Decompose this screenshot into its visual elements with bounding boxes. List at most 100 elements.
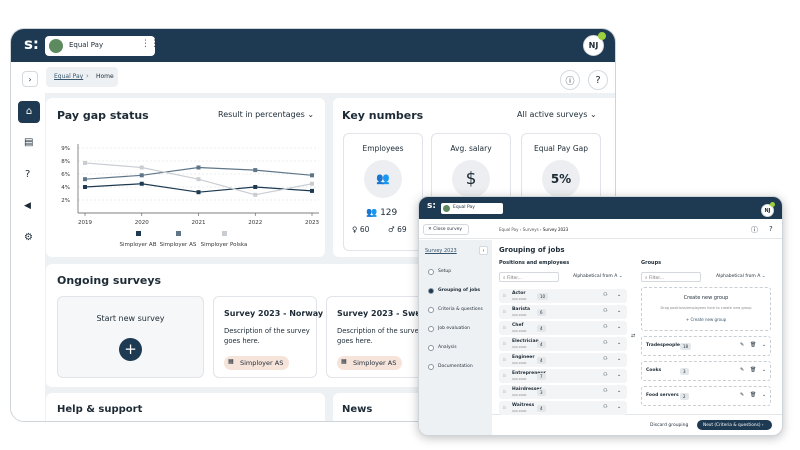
point: [83, 160, 87, 165]
section-title: Positions and employees: [499, 260, 570, 266]
footer-divider: [492, 414, 782, 415]
nav-home[interactable]: ⌂: [18, 101, 40, 123]
product-icon: [49, 39, 63, 53]
step[interactable]: Analysis: [438, 345, 457, 350]
step[interactable]: Criteria & questions: [438, 307, 483, 312]
dropdown-text: All active surveys: [517, 110, 588, 119]
create-link[interactable]: + Create new group: [685, 317, 727, 322]
point: [310, 181, 314, 186]
position-row[interactable]: ⠿ Engineer 000-0000 4 ⚇ ⌄: [499, 353, 627, 367]
avatar[interactable]: NJ: [761, 204, 774, 217]
section-title: Groups: [641, 260, 662, 266]
create-group-zone[interactable]: Create new group Drag positions/employee…: [641, 287, 771, 331]
filter[interactable]: ⌕ Filter...: [499, 272, 559, 282]
start-survey[interactable]: Start new survey +: [57, 296, 204, 378]
drag-handle: ⠿: [503, 309, 506, 314]
filter[interactable]: ⌕ Filter...: [641, 272, 701, 282]
step[interactable]: Documentation: [438, 364, 473, 369]
salary-icon: $: [452, 160, 490, 198]
count-chip: 4: [537, 357, 546, 364]
point: [83, 177, 87, 182]
point: [253, 185, 258, 189]
point: [253, 192, 258, 197]
badge: [770, 202, 775, 207]
nav-announce[interactable]: ◀: [24, 201, 31, 211]
male: ♂ 69: [388, 225, 407, 234]
step[interactable]: Job evaluation: [438, 326, 471, 331]
position-name: Chef: [512, 323, 524, 328]
x-tick-label: 2021: [192, 220, 206, 226]
sort-text: Alphabetical from A: [573, 274, 618, 279]
position-row[interactable]: ⠿ Hairdresser 000-0000 3 ⚇ ⌄: [499, 385, 627, 399]
help-button[interactable]: ?: [769, 225, 773, 233]
collapse[interactable]: ‹: [479, 246, 488, 255]
step-dot: [428, 269, 434, 275]
card-title: Pay gap status: [57, 109, 149, 122]
group-row[interactable]: Food servers 2 ✎ 🗑 ⌄: [641, 386, 771, 406]
position-code: 000-0000: [512, 297, 527, 301]
info-button[interactable]: ⓘ: [751, 226, 758, 234]
drag-handle: ⠿: [503, 405, 506, 410]
discard-button[interactable]: Discard grouping: [650, 423, 689, 428]
logo[interactable]: s:: [24, 35, 39, 53]
dropdown[interactable]: All active surveys ⌄: [517, 110, 597, 119]
nav-settings[interactable]: ⚙: [24, 232, 33, 243]
heading: Grouping of jobs: [499, 246, 565, 254]
legend-swatch: [222, 231, 227, 236]
crumb[interactable]: Equal Pay: [499, 227, 519, 232]
step-dot: [428, 326, 434, 332]
avatar[interactable]: NJ: [583, 35, 604, 56]
count-chip: 4: [537, 325, 546, 332]
point: [83, 185, 87, 189]
employees-total: 👥 129: [366, 208, 398, 218]
survey-card[interactable]: Survey 2023 - Sweden⋯Description of the …: [326, 296, 438, 378]
survey-card[interactable]: Survey 2023 - Norway ⋯ Description of the …: [213, 296, 323, 378]
info-button[interactable]: ⓘ: [560, 70, 580, 90]
position-row[interactable]: ⠿ Electrician 000-0000 4 ⚇ ⌄: [499, 337, 627, 351]
sort[interactable]: Alphabetical from A ⌄: [573, 274, 623, 279]
point: [310, 173, 314, 178]
help-button[interactable]: ?: [588, 70, 608, 90]
step[interactable]: Setup: [438, 269, 452, 274]
crumb[interactable]: Surveys: [522, 227, 539, 232]
edit-icon: ✎: [740, 342, 745, 348]
chevron: ⌄: [617, 372, 622, 378]
close-text: Close survey: [433, 227, 463, 232]
card-label: Employees: [362, 144, 404, 153]
edit-icon: ✎: [740, 367, 745, 373]
group-name: Food servers: [646, 393, 679, 398]
breadcrumb-link[interactable]: Equal Pay: [54, 73, 84, 80]
female-count: 60: [359, 225, 370, 234]
position-row[interactable]: ⠿ Waitress 000-0000 4 ⚇ ⌄: [499, 401, 627, 415]
survey-link[interactable]: Survey 2023: [425, 248, 457, 254]
expand-button[interactable]: ›: [22, 71, 38, 87]
group-row[interactable]: Cooks 3 ✎ 🗑 ⌄: [641, 361, 771, 381]
count-chip: 7: [537, 373, 546, 380]
sort-text: Alphabetical from A: [716, 274, 761, 279]
product-switcher[interactable]: Equal Pay ⋮⋮: [45, 36, 159, 56]
link-icon: ⇄: [631, 333, 636, 339]
logo[interactable]: s:: [427, 201, 436, 211]
card-title: Key numbers: [342, 109, 424, 122]
position-row[interactable]: ⠿ Chef 000-0000 4 ⚇ ⌄: [499, 321, 627, 335]
position-row[interactable]: ⠿ Barista 000-0000 6 ⚇ ⌄: [499, 305, 627, 319]
next-button[interactable]: Next (Criteria & questions) ›: [697, 420, 772, 430]
sort[interactable]: Alphabetical from A ⌄: [716, 274, 766, 279]
product-switcher[interactable]: Equal Pay: [441, 203, 503, 214]
point: [310, 188, 314, 193]
count-chip: 10: [537, 293, 549, 300]
card-title: Help & support: [57, 404, 143, 415]
avatar-text: NJ: [764, 207, 771, 214]
chevron: ⌄: [762, 342, 767, 348]
nav-help[interactable]: ?: [25, 169, 31, 180]
position-row[interactable]: ⠿ Entrepreneur 000-0000 7 ⚇ ⌄: [499, 369, 627, 383]
position-row[interactable]: ⠿ Actor 000-0000 10 ⚇ ⌄: [499, 289, 627, 303]
nav-docs[interactable]: ▤: [24, 137, 34, 148]
group-row[interactable]: Tradespeople 18 ✎ 🗑 ⌄: [641, 336, 771, 356]
close-button[interactable]: ✕ Close survey: [423, 224, 469, 235]
drag-handle: ⠿: [503, 341, 506, 346]
chevron: ⌄: [617, 308, 622, 314]
dropdown[interactable]: Result in percentages ⌄: [218, 110, 315, 119]
step[interactable]: Grouping of jobs: [438, 288, 481, 293]
more-icon: ⋯: [302, 307, 310, 316]
